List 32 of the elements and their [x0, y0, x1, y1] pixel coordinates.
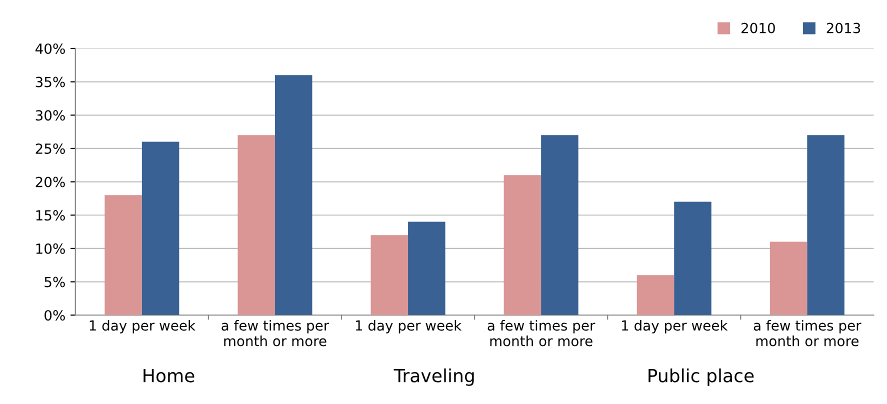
bar	[104, 195, 142, 316]
legend-label: 2013	[826, 22, 860, 34]
x-tick-label: 1 day per week	[622, 320, 728, 334]
legend-label: 2010	[742, 22, 775, 34]
y-tick-label: 25%	[36, 143, 65, 154]
bar	[504, 175, 542, 316]
bar	[674, 202, 712, 316]
x-tick-label: a few times per month or more	[222, 320, 330, 346]
bar	[807, 135, 844, 316]
y-tick-label: 35%	[36, 76, 65, 88]
bar	[238, 135, 275, 316]
bar	[408, 222, 446, 316]
text: Home	[144, 369, 194, 382]
y-tick-label: 30%	[36, 110, 65, 121]
bar	[636, 275, 674, 316]
x-tick-label: 1 day per week	[356, 320, 462, 334]
bar	[541, 135, 578, 316]
text: Public place	[648, 368, 754, 386]
y-tick-label: 0%	[44, 310, 65, 321]
bar	[142, 142, 180, 316]
x-tick-label: 1 day per week	[90, 320, 196, 334]
y-tick-label: 40%	[35, 43, 65, 54]
x-tick-label: a few times per month or more	[754, 320, 862, 346]
y-tick-label: 15%	[36, 210, 65, 221]
bar	[770, 242, 808, 316]
y-tick-label: 20%	[36, 176, 65, 188]
y-tick-label: 10%	[36, 243, 65, 254]
x-tick-label: a few times per month or more	[488, 320, 596, 346]
y-tick-label: 5%	[44, 276, 65, 288]
bar	[370, 235, 408, 316]
text: Traveling	[394, 368, 474, 386]
bar	[274, 75, 312, 316]
